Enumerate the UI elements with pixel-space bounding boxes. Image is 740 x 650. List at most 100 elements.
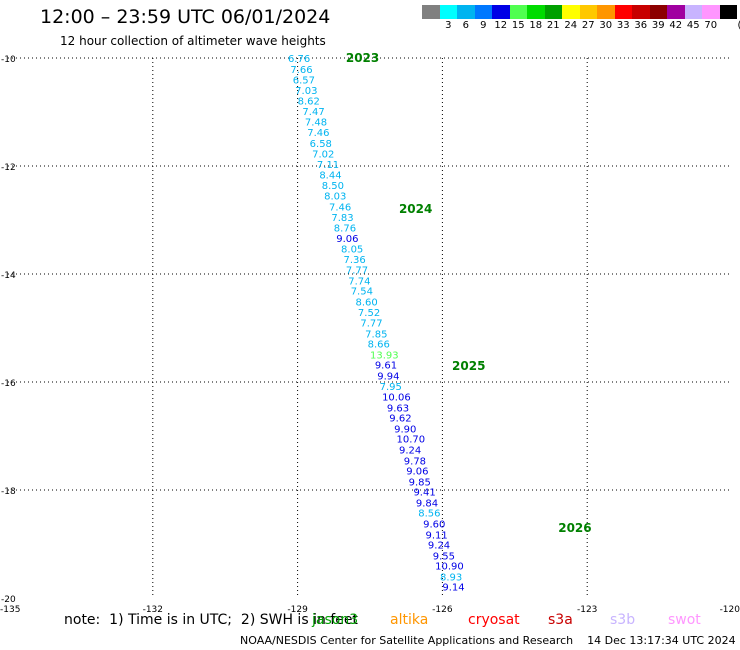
color-swatch bbox=[632, 5, 650, 19]
wave-height-label: 7.02 bbox=[312, 150, 334, 161]
color-swatch bbox=[544, 5, 562, 19]
wave-height-label: 7.47 bbox=[302, 107, 324, 118]
color-swatch bbox=[457, 5, 475, 19]
time-label: 2024 bbox=[399, 202, 432, 216]
wave-height-label: 7.74 bbox=[348, 276, 370, 287]
wave-height-label: 8.60 bbox=[356, 298, 378, 309]
color-swatch bbox=[509, 5, 527, 19]
wave-height-label: 7.66 bbox=[290, 65, 312, 76]
wave-height-label: 9.85 bbox=[409, 477, 431, 488]
wave-height-label: 7.77 bbox=[346, 266, 368, 277]
wave-height-label: 6.57 bbox=[293, 76, 315, 87]
x-tick-label: -126 bbox=[432, 605, 453, 615]
color-scale-label: 42 bbox=[669, 20, 683, 31]
satellite-label: jason3 bbox=[312, 612, 359, 628]
x-tick-label: -132 bbox=[143, 605, 163, 615]
y-tick-label: -16 bbox=[1, 379, 16, 389]
wave-height-label: 9.41 bbox=[413, 488, 435, 499]
wave-height-label: 9.63 bbox=[387, 403, 409, 414]
color-scale-label: 12 bbox=[494, 20, 508, 31]
satellite-label: s3b bbox=[610, 612, 636, 628]
wave-height-label: 8.56 bbox=[418, 509, 440, 520]
color-swatch bbox=[684, 5, 702, 19]
color-scale-label: 36 bbox=[634, 20, 648, 31]
wave-height-label: 6.58 bbox=[310, 139, 332, 150]
color-scale-label: 27 bbox=[581, 20, 595, 31]
color-scale-label: 33 bbox=[616, 20, 630, 31]
wave-height-label: 8.93 bbox=[440, 572, 462, 583]
wave-height-label: 7.48 bbox=[305, 118, 327, 129]
wave-height-label: 13.93 bbox=[370, 350, 399, 361]
page-subtitle: 12 hour collection of altimeter wave hei… bbox=[60, 34, 326, 48]
color-swatch bbox=[422, 5, 440, 19]
satellite-label: cryosat bbox=[468, 612, 520, 628]
color-scale-label: 39 bbox=[651, 20, 665, 31]
wave-height-label: 9.14 bbox=[442, 583, 464, 594]
satellite-label: s3a bbox=[548, 612, 573, 628]
wave-height-label: 8.05 bbox=[341, 245, 363, 256]
color-swatch bbox=[562, 5, 580, 19]
wave-height-label: 9.61 bbox=[375, 361, 397, 372]
color-scale-label: 45 bbox=[686, 20, 700, 31]
x-tick-label: -120 bbox=[720, 605, 740, 615]
wave-height-label: 9.24 bbox=[399, 446, 421, 457]
wave-height-label: 8.03 bbox=[324, 192, 346, 203]
wave-height-label: 7.77 bbox=[360, 319, 382, 330]
color-scale-label: 9 bbox=[480, 20, 487, 31]
y-tick-label: -10 bbox=[1, 55, 16, 65]
wave-height-label: 9.24 bbox=[428, 541, 450, 552]
color-scale-label: 21 bbox=[546, 20, 560, 31]
color-scale-label: 30 bbox=[599, 20, 613, 31]
wave-height-label: 7.36 bbox=[343, 255, 365, 266]
wave-height-label: 7.11 bbox=[317, 160, 339, 171]
satellite-label: swot bbox=[668, 612, 701, 628]
color-swatch bbox=[719, 5, 737, 19]
wave-height-label: 9.60 bbox=[423, 519, 445, 530]
color-scale-label: 18 bbox=[529, 20, 543, 31]
color-scale-label: 3 bbox=[445, 20, 452, 31]
color-swatch bbox=[579, 5, 597, 19]
y-tick-label: -18 bbox=[1, 487, 16, 497]
wave-height-label: 10.70 bbox=[397, 435, 426, 446]
y-tick-label: -12 bbox=[1, 163, 16, 173]
x-tick-label: -123 bbox=[577, 605, 597, 615]
wave-height-label: 9.11 bbox=[426, 530, 448, 541]
wave-height-label: 9.90 bbox=[394, 424, 416, 435]
wave-height-label: 9.06 bbox=[406, 467, 428, 478]
wave-height-label: 10.06 bbox=[382, 393, 411, 404]
x-tick-label: -135 bbox=[0, 605, 20, 615]
color-swatch bbox=[702, 5, 720, 19]
color-swatch bbox=[649, 5, 667, 19]
color-swatch bbox=[667, 5, 685, 19]
color-swatch bbox=[474, 5, 492, 19]
time-label: 2023 bbox=[346, 51, 379, 65]
wave-height-label: 9.55 bbox=[433, 551, 455, 562]
wave-height-label: 8.44 bbox=[319, 171, 341, 182]
color-scale-label: 6 bbox=[462, 20, 469, 31]
wave-height-label: 7.54 bbox=[351, 287, 373, 298]
x-tick-label: -129 bbox=[287, 605, 308, 615]
color-swatch bbox=[492, 5, 510, 19]
wave-height-label: 7.83 bbox=[331, 213, 353, 224]
wave-height-label: 7.03 bbox=[295, 86, 317, 97]
y-tick-label: -14 bbox=[1, 271, 16, 281]
wave-height-label: 6.76 bbox=[288, 54, 310, 65]
wave-height-label: 9.78 bbox=[404, 456, 426, 467]
page-title: 12:00 – 23:59 UTC 06/01/2024 bbox=[40, 6, 331, 28]
y-tick-label: -20 bbox=[1, 595, 16, 605]
color-swatch bbox=[439, 5, 457, 19]
wave-height-label: 7.52 bbox=[358, 308, 380, 319]
wave-height-label: 10.90 bbox=[435, 562, 464, 573]
color-scale-label: 15 bbox=[511, 20, 525, 31]
wave-height-label: 8.76 bbox=[334, 224, 356, 235]
time-label: 2026 bbox=[558, 521, 591, 535]
wave-height-label: 9.06 bbox=[336, 234, 358, 245]
wave-height-label: 8.62 bbox=[298, 97, 320, 108]
wave-height-label: 7.95 bbox=[380, 382, 402, 393]
footer-credit: NOAA/NESDIS Center for Satellite Applica… bbox=[240, 634, 736, 647]
color-scale-label: 70 bbox=[704, 20, 718, 31]
wave-height-label: 7.46 bbox=[329, 203, 351, 214]
